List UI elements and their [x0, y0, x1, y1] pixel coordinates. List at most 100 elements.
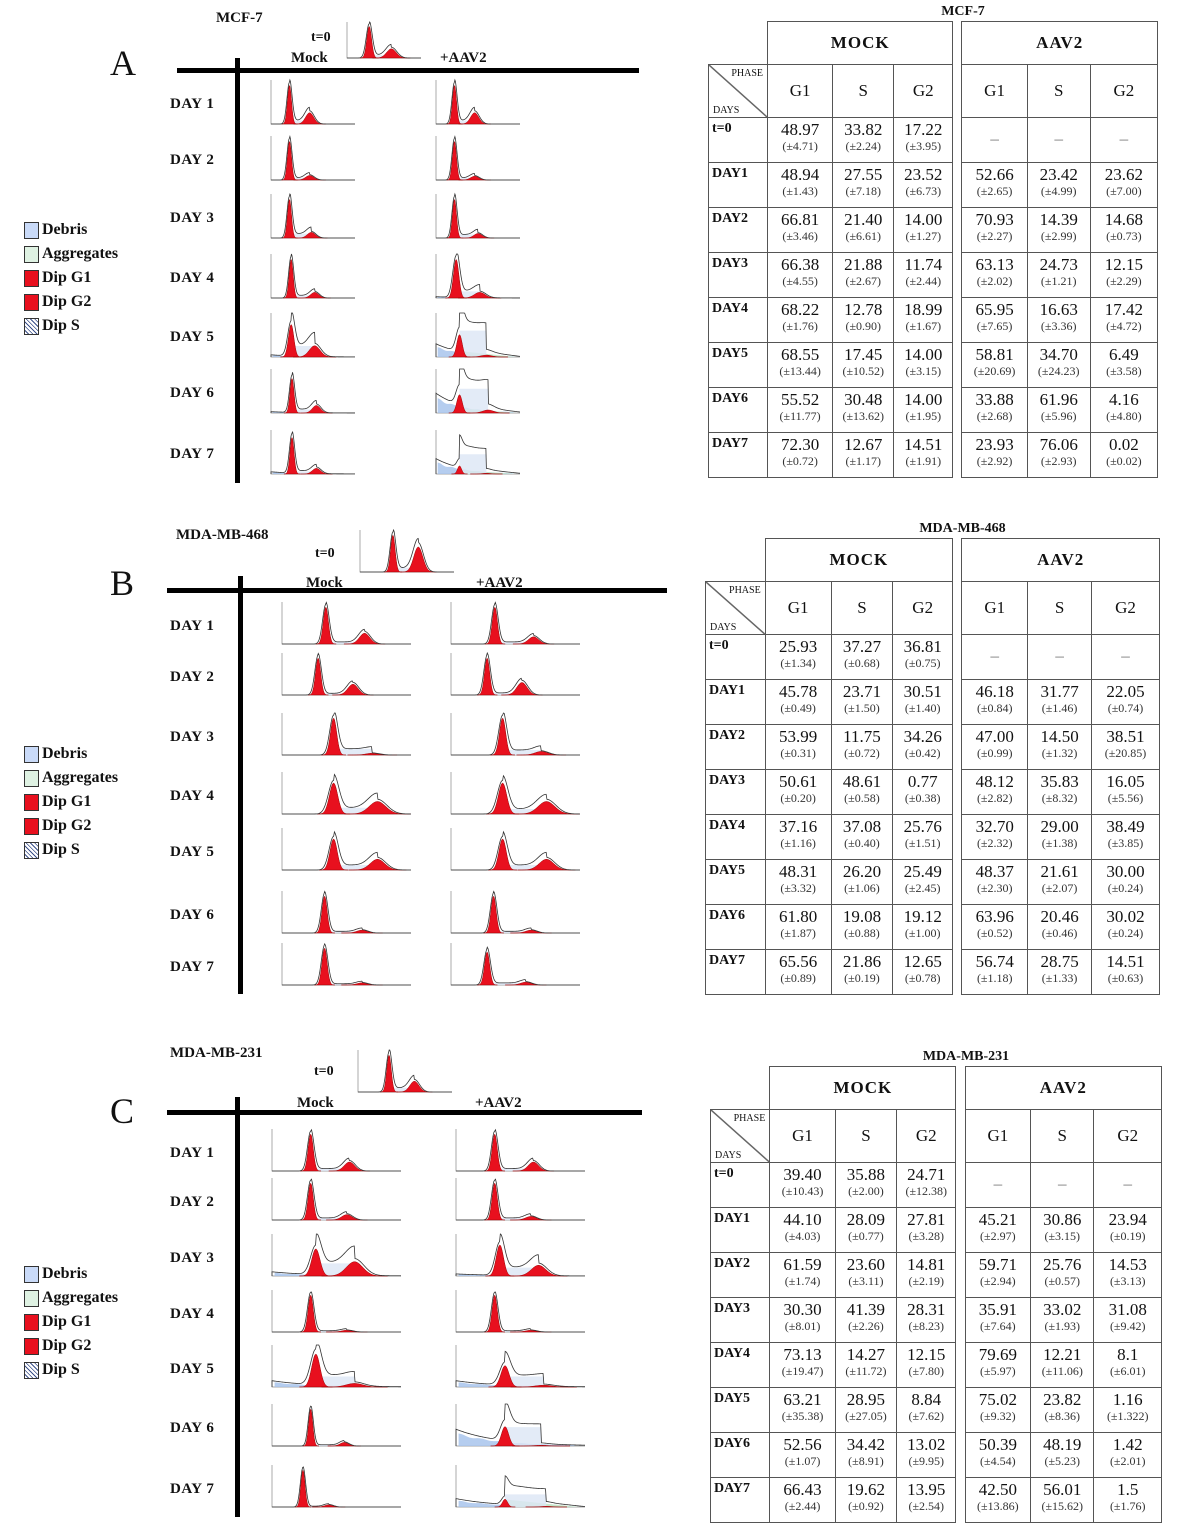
legend-item: Dip G2 [24, 290, 118, 314]
table-row: DAY5 48.31 (±3.32) 26.20 (±1.06) 25.49 (±2.45)… [705, 859, 1161, 905]
table-row: DAY4 37.16 (±1.16) 37.08 (±0.40) 25.76 (±1.51)… [705, 814, 1161, 860]
percentage-value: 29.00 [1040, 817, 1079, 836]
histogram-envelope [270, 431, 356, 475]
percentage-value: 14.00 [904, 390, 943, 409]
g1-peak [314, 947, 335, 986]
legend-label: Debris [42, 1265, 88, 1282]
aggregates-swatch [24, 1289, 39, 1307]
aav2-s-cell: 23.42 (±4.99) [1026, 162, 1091, 208]
aav2-group-header: AAV2 [964, 1066, 1163, 1110]
percentage-value: 38.49 [1106, 817, 1145, 836]
aav2-s-cell: 35.83 (±8.32) [1027, 769, 1092, 815]
day-label: DAY 3 [170, 1250, 215, 1266]
std-deviation: (±1.76) [782, 319, 818, 333]
phase-header-row: PHASE DAYS G1 S G2 G1 S G2 [709, 1109, 1162, 1163]
aav2-g2-cell: 8.1 (±6.01) [1093, 1342, 1162, 1388]
histogram-envelope [347, 21, 421, 59]
aav2-g1-cell: 33.88 (±2.68) [961, 387, 1028, 433]
std-deviation: (±8.23) [908, 1319, 945, 1333]
std-deviation: (±3.46) [782, 229, 818, 243]
std-deviation: (±13.86) [977, 1499, 1019, 1513]
std-deviation: (±3.36) [1040, 319, 1077, 333]
std-deviation: (±0.90) [845, 319, 882, 333]
mock-group-header: MOCK [769, 1066, 957, 1110]
aav2-g2-cell: 12.15 (±2.29) [1089, 252, 1159, 298]
aav2-g1-cell: 63.96 (±0.52) [961, 904, 1029, 950]
percentage-value: 79.69 [978, 1345, 1017, 1364]
std-deviation: (±2.94) [980, 1274, 1016, 1288]
std-deviation: (±13.44) [779, 364, 821, 378]
histogram-axes [346, 22, 421, 59]
dip-s-swatch [24, 317, 39, 335]
std-deviation: (±1.38) [1041, 836, 1078, 850]
std-deviation: (±2.29) [1106, 274, 1142, 288]
phase-header-g1: G1 [961, 64, 1028, 118]
day-label: DAY 3 [170, 210, 215, 226]
percentage-value: 6.49 [1109, 345, 1139, 364]
legend-item: Dip G1 [24, 1310, 118, 1334]
histogram-axes [271, 1129, 401, 1172]
mock-g2-cell: 18.99 (±1.67) [893, 297, 954, 343]
row-day-label: t=0 [707, 117, 769, 163]
percentage-value: 63.13 [975, 255, 1014, 274]
histogram-axes [270, 430, 355, 475]
g1-peak [490, 1426, 520, 1447]
percentage-value: 25.76 [903, 817, 942, 836]
histogram-envelope [455, 1350, 586, 1388]
mock-group-header: MOCK [767, 21, 954, 65]
mock-g1-cell: 61.80 (±1.87) [764, 904, 832, 950]
std-deviation: (±0.19) [844, 971, 880, 985]
histogram-envelope [272, 1178, 401, 1221]
day-label: DAY 5 [170, 329, 215, 345]
std-deviation: (±3.13) [1109, 1274, 1146, 1288]
dip-g2-swatch [24, 817, 39, 835]
day-label: DAY 5 [170, 1361, 215, 1377]
std-deviation: (±27.05) [845, 1409, 887, 1423]
legend-label: Dip S [42, 1361, 80, 1378]
histogram-envelope [271, 135, 355, 181]
percentage-value: 14.51 [1106, 952, 1145, 971]
percentage-value: 25.49 [903, 862, 942, 881]
std-deviation: (±2.32) [976, 836, 1013, 850]
aggregates-swatch [24, 769, 39, 787]
mock-g1-cell: 37.16 (±1.16) [764, 814, 832, 860]
percentage-value: 12.15 [1104, 255, 1143, 274]
mock-histogram [270, 193, 355, 239]
percentage-value: 41.39 [846, 1300, 886, 1319]
std-deviation: (±1.33) [1041, 971, 1078, 985]
percentage-value: 52.66 [975, 165, 1014, 184]
legend-label: Debris [42, 745, 88, 762]
group-separator [952, 538, 963, 995]
aav2-g1-cell: 58.81 (±20.69) [961, 342, 1028, 388]
percentage-value: 23.60 [846, 1255, 886, 1274]
histogram-axes [271, 1290, 401, 1333]
std-deviation: (±4.72) [1106, 319, 1142, 333]
legend-label: Dip S [42, 841, 80, 858]
aav2-histogram [450, 712, 580, 756]
t0-histogram [346, 21, 421, 59]
mock-histogram [270, 135, 355, 181]
mock-histogram [271, 1344, 402, 1388]
mock-g2-cell: 11.74 (±2.44) [893, 252, 954, 298]
mock-g1-cell: 63.21 (±35.38) [769, 1387, 836, 1433]
row-day-label: DAY7 [705, 949, 766, 995]
percentage-value: 28.75 [1040, 952, 1079, 971]
mock-s-cell: 28.09 (±0.77) [834, 1207, 898, 1253]
percentage-value: 30.00 [1106, 862, 1145, 881]
day-label: DAY 6 [170, 907, 215, 923]
day-label: DAY 4 [170, 270, 215, 286]
aav2-histogram [455, 1465, 586, 1508]
g1-peak [483, 895, 504, 934]
percentage-value: 76.06 [1039, 435, 1078, 454]
percentage-value: 63.96 [975, 907, 1014, 926]
mock-s-cell: 19.08 (±0.88) [830, 904, 894, 950]
percentage-value: 37.16 [779, 817, 818, 836]
mock-histogram [270, 312, 356, 358]
g2-peak [321, 1383, 388, 1388]
table-row: DAY2 66.81 (±3.46) 21.40 (±6.61) 14.00 (±1.27)… [707, 207, 1159, 253]
aav2-g2-cell: 14.53 (±3.13) [1093, 1252, 1162, 1298]
mock-s-cell: 12.78 (±0.90) [832, 297, 895, 343]
phase-header-row: PHASE DAYS G1 S G2 G1 S G2 [705, 581, 1161, 635]
std-deviation: (±3.95) [905, 139, 942, 153]
mock-g2-cell: 14.81 (±2.19) [896, 1252, 957, 1298]
